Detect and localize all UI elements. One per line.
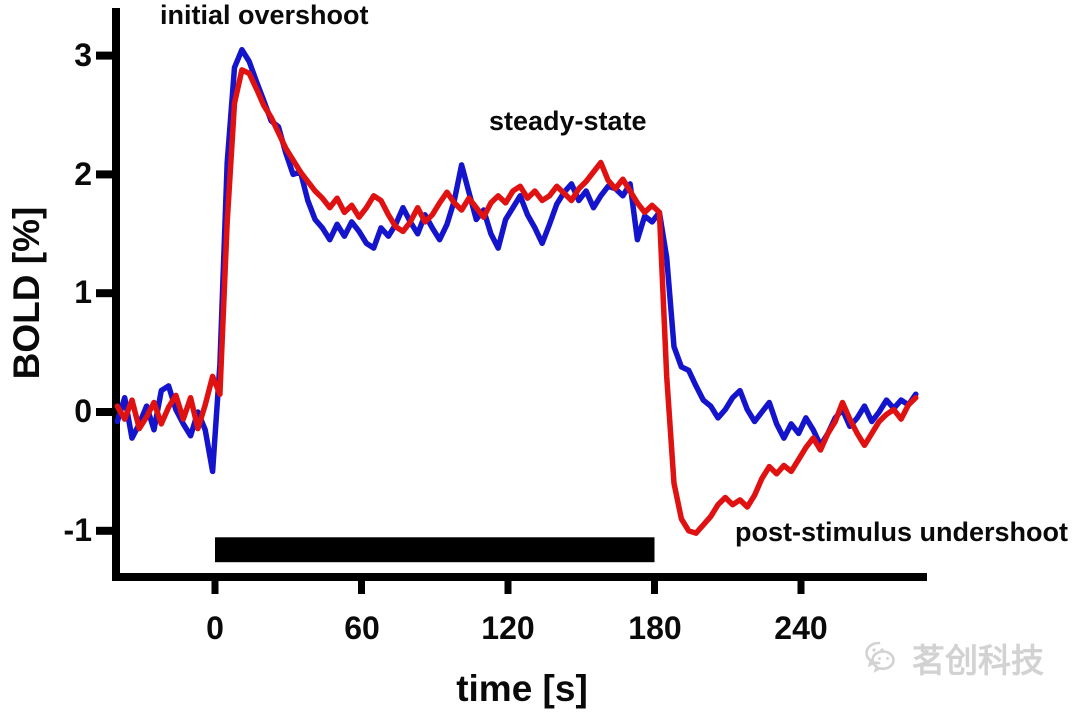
x-tick-mark (504, 581, 512, 594)
x-axis-spine (112, 573, 927, 581)
y-tick-mark (96, 526, 112, 535)
y-tick-label-3: 3 (74, 37, 92, 73)
watermark-text: 茗创科技 (912, 642, 1044, 679)
annotation-initial-overshoot: initial overshoot (160, 0, 369, 30)
y-tick-mark (96, 170, 112, 179)
y-axis-spine (112, 8, 120, 581)
stimulus-bar (215, 537, 655, 563)
y-tick-label-1: 1 (74, 274, 92, 310)
y-tick-label-0: 0 (74, 393, 92, 429)
x-tick-mark (358, 581, 365, 594)
y-tick-label-neg1: -1 (63, 512, 92, 548)
y-tick-label-2: 2 (74, 156, 92, 192)
wechat-icon (865, 641, 895, 673)
y-tick-mark (96, 51, 112, 60)
annotation-post-stimulus-undershoot: post-stimulus undershoot (735, 517, 1068, 547)
x-axis-title: time [s] (456, 668, 588, 709)
red-trace (114, 67, 919, 536)
x-tick-mark (797, 581, 805, 594)
blue-trace (114, 46, 919, 475)
y-tick-mark (96, 408, 112, 416)
y-tick-mark (96, 289, 112, 298)
x-tick-mark (651, 581, 658, 594)
annotation-steady-state: steady-state (489, 106, 647, 136)
y-axis-title: BOLD [%] (6, 206, 47, 380)
x-tick-label-180: 180 (628, 610, 682, 646)
x-tick-mark (211, 581, 219, 594)
x-tick-label-0: 0 (206, 610, 224, 646)
x-tick-label-120: 120 (481, 610, 535, 646)
x-tick-label-60: 60 (344, 610, 380, 646)
x-tick-label-240: 240 (774, 610, 828, 646)
watermark: 茗创科技 (858, 634, 1044, 682)
